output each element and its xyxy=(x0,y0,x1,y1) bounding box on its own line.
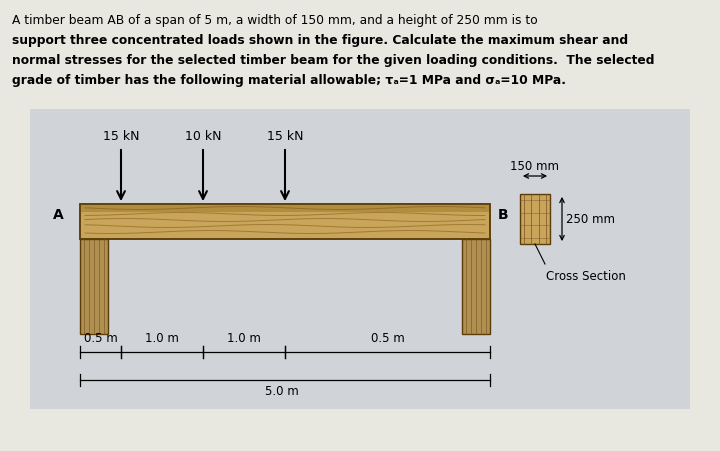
Text: 15 kN: 15 kN xyxy=(266,130,303,143)
Text: 0.5 m: 0.5 m xyxy=(371,331,405,344)
Text: Cross Section: Cross Section xyxy=(546,269,626,282)
Text: B: B xyxy=(498,207,508,221)
Text: grade of timber has the following material allowable; τₐ=1 MPa and σₐ=10 MPa.: grade of timber has the following materi… xyxy=(12,74,566,87)
Bar xyxy=(80,205,490,239)
Bar xyxy=(80,239,108,334)
Text: 250 mm: 250 mm xyxy=(566,213,615,226)
Text: 0.5 m: 0.5 m xyxy=(84,331,117,344)
Text: 1.0 m: 1.0 m xyxy=(145,331,179,344)
Text: normal stresses for the selected timber beam for the given loading conditions.  : normal stresses for the selected timber … xyxy=(12,54,654,67)
Text: A timber beam AB of a span of 5 m, a width of 150 mm, and a height of 250 mm is : A timber beam AB of a span of 5 m, a wid… xyxy=(12,14,538,27)
Text: A: A xyxy=(53,207,63,221)
Text: 5.0 m: 5.0 m xyxy=(265,384,299,397)
Bar xyxy=(520,194,550,244)
Text: support three concentrated loads shown in the figure. Calculate the maximum shea: support three concentrated loads shown i… xyxy=(12,34,628,47)
Text: 15 kN: 15 kN xyxy=(103,130,139,143)
Text: 10 kN: 10 kN xyxy=(185,130,221,143)
FancyBboxPatch shape xyxy=(30,110,690,409)
Bar xyxy=(80,205,490,239)
Bar xyxy=(462,239,490,334)
Bar xyxy=(80,205,490,212)
Text: 150 mm: 150 mm xyxy=(510,160,559,173)
Text: 1.0 m: 1.0 m xyxy=(227,331,261,344)
FancyBboxPatch shape xyxy=(0,0,720,108)
